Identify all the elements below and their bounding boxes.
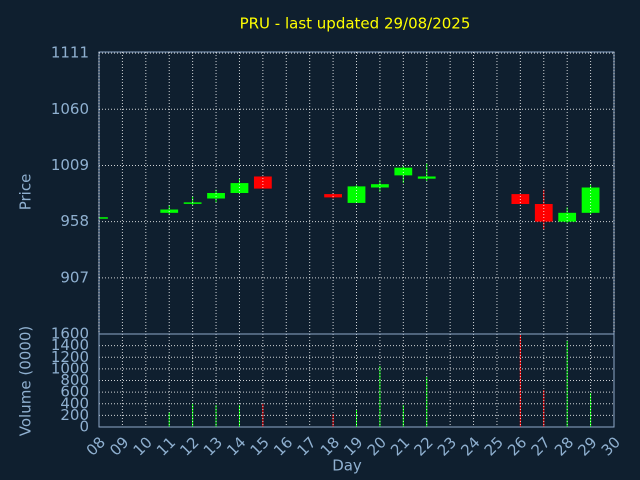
x-tick-label: 13 [200, 433, 226, 459]
y-tick-label: 1400 [51, 336, 89, 354]
volume-bar [519, 334, 521, 427]
y-axis-label: Volume (0000) [17, 326, 35, 436]
x-tick-label: 14 [223, 433, 249, 459]
axes: 9079581009106011110200400600800100012001… [51, 44, 624, 460]
price-plot [99, 52, 614, 279]
candle-body [253, 176, 272, 189]
volume-bar [543, 389, 545, 427]
y-tick-label: 800 [60, 371, 89, 389]
x-tick-label: 16 [270, 433, 296, 459]
x-tick-label: 09 [106, 433, 132, 459]
x-tick-label: 20 [364, 433, 390, 459]
chart-title: PRU - last updated 29/08/2025 [240, 15, 471, 33]
x-axis-label: Day [332, 457, 362, 475]
candle-body [534, 204, 553, 222]
y-tick-label: 200 [60, 406, 89, 424]
volume-plot [99, 333, 614, 428]
plot-frame [98, 333, 615, 428]
y-tick-label: 958 [60, 212, 89, 230]
candle-body [230, 183, 249, 193]
y-tick-label: 1009 [51, 156, 89, 174]
x-tick-label: 30 [598, 433, 624, 459]
x-tick-label: 11 [153, 433, 179, 459]
x-tick-label: 29 [574, 433, 600, 459]
y-tick-label: 600 [60, 383, 89, 401]
volume-bar [426, 377, 428, 427]
x-tick-label: 22 [411, 433, 437, 459]
y-tick-label: 1600 [51, 325, 89, 343]
x-tick-label: 08 [83, 433, 109, 459]
candle-body [324, 194, 342, 198]
candle-body [371, 184, 389, 188]
x-tick-label: 21 [387, 433, 413, 459]
x-tick-label: 28 [551, 433, 577, 459]
y-axis-label: Price [17, 174, 35, 211]
y-tick-label: 1000 [51, 359, 89, 377]
candle-body [207, 193, 225, 199]
y-tick-label: 0 [79, 418, 89, 436]
x-tick-label: 25 [481, 433, 507, 459]
x-tick-label: 17 [293, 433, 319, 459]
y-tick-label: 1200 [51, 348, 89, 366]
candle-body [417, 176, 436, 179]
candle-body [347, 186, 366, 203]
x-tick-label: 10 [130, 433, 156, 459]
candle-body [581, 187, 600, 213]
y-tick-label: 1060 [51, 100, 89, 118]
volume-bar [566, 340, 568, 427]
x-tick-label: 27 [528, 433, 554, 459]
candle-body [183, 202, 202, 204]
x-tick-label: 26 [504, 433, 530, 459]
volume-bar [379, 365, 381, 427]
candle-body [394, 167, 413, 176]
x-tick-label: 24 [457, 433, 483, 459]
x-tick-label: 12 [176, 433, 202, 459]
y-tick-label: 1111 [51, 44, 89, 62]
x-tick-label: 23 [434, 433, 460, 459]
y-tick-label: 907 [60, 268, 89, 286]
volume-bar [332, 413, 334, 427]
x-tick-label: 15 [247, 433, 273, 459]
volume-bar [168, 412, 170, 427]
candle-body [99, 217, 108, 219]
y-tick-label: 400 [60, 394, 89, 412]
